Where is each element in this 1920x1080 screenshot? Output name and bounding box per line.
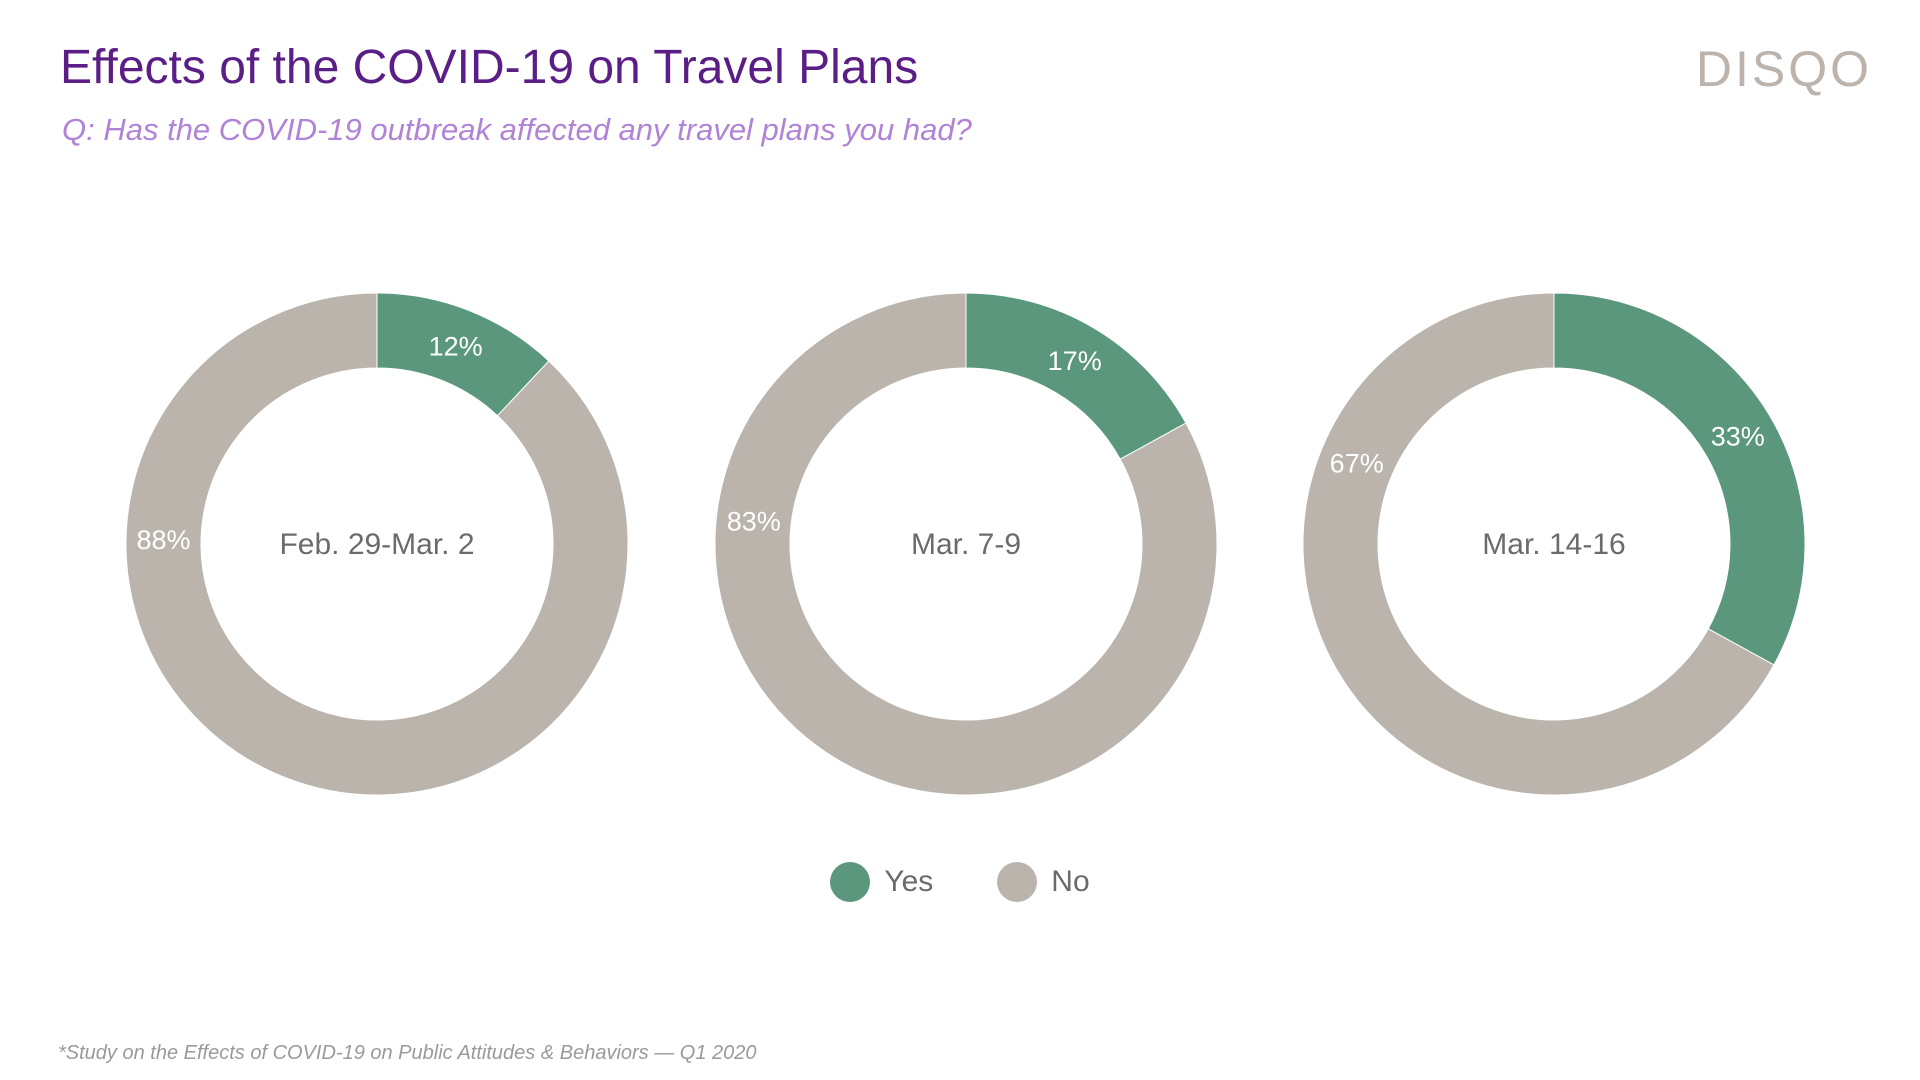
data-label-yes: 17% — [1048, 346, 1102, 376]
data-label-yes: 12% — [429, 331, 483, 361]
donut-chart-1: 12% 88% Feb. 29-Mar. 2 — [125, 292, 629, 796]
legend-swatch-yes — [830, 862, 871, 902]
data-label-no: 88% — [137, 525, 191, 555]
page-title: Effects of the COVID-19 on Travel Plans — [60, 41, 919, 94]
data-label-no: 83% — [727, 506, 781, 536]
footnote: *Study on the Effects of COVID-19 on Pub… — [58, 1042, 757, 1064]
legend-item-yes: Yes — [830, 862, 933, 902]
legend-label-yes: Yes — [884, 865, 934, 898]
legend: Yes No — [0, 862, 1920, 902]
slice-yes — [1553, 292, 1806, 666]
slice-no — [714, 292, 1218, 796]
center-date-label: Mar. 7-9 — [911, 528, 1021, 561]
center-date-label: Feb. 29-Mar. 2 — [279, 528, 474, 561]
slice-no — [125, 292, 629, 796]
question-subtitle: Q: Has the COVID-19 outbreak affected an… — [62, 112, 972, 147]
center-date-label: Mar. 14-16 — [1482, 528, 1625, 561]
donut-chart-2: 17% 83% Mar. 7-9 — [714, 292, 1218, 796]
slice-no — [1302, 292, 1775, 796]
legend-label-no: No — [1051, 865, 1090, 898]
legend-item-no: No — [997, 862, 1090, 902]
data-label-yes: 33% — [1711, 421, 1765, 451]
donut-chart-3: 33% 67% Mar. 14-16 — [1302, 292, 1806, 796]
data-label-no: 67% — [1330, 448, 1384, 478]
disqo-logo: DISQO — [1695, 41, 1872, 97]
legend-swatch-no — [997, 862, 1038, 902]
